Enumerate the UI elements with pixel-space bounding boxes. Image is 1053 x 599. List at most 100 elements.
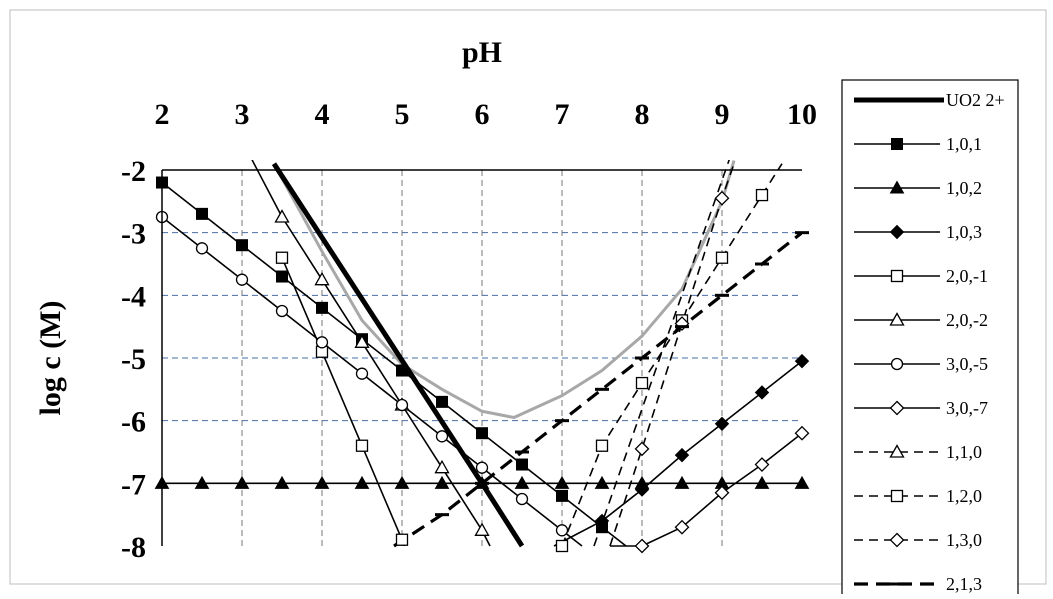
legend-marker-1-2-0: [890, 489, 904, 503]
marker-1-0-2: [754, 475, 770, 489]
x-tick-label: 4: [315, 98, 330, 131]
legend-label-1-1-0: 1,1,0: [946, 442, 982, 462]
marker-1-0-1: [316, 301, 328, 314]
series-line-1-1-0: [593, 160, 730, 547]
marker-1-0-3: [634, 482, 650, 497]
marker-3-0-5: [515, 492, 529, 506]
marker-1-0-2: [394, 475, 410, 489]
x-tick-label: 2: [155, 98, 170, 131]
y-tick-label: -3: [121, 218, 146, 251]
legend-marker-3-0-7: [889, 400, 905, 416]
marker-1-0-3: [714, 416, 730, 432]
marker-3-0-5: [195, 242, 209, 255]
marker-2-0-2: [434, 459, 450, 474]
x-tick-label: 6: [475, 98, 490, 131]
marker-3-0-7: [634, 538, 650, 554]
x-tick-label: 7: [555, 98, 570, 131]
legend-label-1-2-0: 1,2,0: [946, 486, 982, 506]
x-tick-label: 10: [787, 98, 817, 131]
marker-3-0-7: [674, 519, 690, 535]
marker-2-0-1: [395, 533, 409, 546]
marker-1-2-0: [715, 251, 729, 264]
marker-1-0-1: [276, 270, 288, 283]
x-tick-label: 5: [395, 98, 410, 131]
marker-3-0-5: [475, 461, 489, 474]
y-tick-label: -2: [121, 155, 146, 188]
legend-marker-1-0-3: [889, 224, 905, 240]
marker-1-0-3: [594, 513, 610, 529]
marker-1-2-0: [755, 188, 769, 202]
marker-3-0-5: [315, 336, 329, 349]
legend-label-1-0-1: 1,0,1: [946, 134, 982, 154]
marker-1-0-2: [794, 475, 810, 489]
marker-3-0-5: [555, 524, 569, 537]
marker-3-0-7: [794, 425, 810, 441]
y-tick-label: -8: [121, 531, 146, 564]
marker-1-0-1: [236, 239, 248, 252]
marker-1-3-0: [714, 190, 730, 206]
marker-1-2-0: [555, 539, 569, 553]
x-axis-title: pH: [462, 36, 502, 69]
y-tick-label: -5: [121, 343, 146, 376]
marker-2-0-1: [355, 439, 369, 452]
marker-1-0-2: [514, 475, 530, 489]
marker-1-3-0: [634, 441, 650, 457]
x-tick-label: 8: [635, 98, 650, 131]
legend-marker-1-3-0: [889, 532, 905, 548]
marker-1-0-2: [554, 475, 570, 489]
series-line-2-0-2: [251, 160, 491, 547]
marker-1-0-2: [674, 475, 690, 489]
marker-1-0-2: [314, 475, 330, 489]
marker-1-0-1: [436, 395, 448, 408]
marker-1-0-2: [434, 475, 450, 489]
marker-2-0-2: [274, 209, 290, 223]
marker-2-0-2: [314, 271, 330, 286]
legend-marker-2-0-2: [889, 312, 905, 326]
marker-2-0-2: [354, 334, 370, 348]
marker-2-0-1: [275, 251, 289, 264]
legend-marker-1-1-0: [889, 444, 905, 458]
marker-1-0-3: [754, 385, 770, 400]
legend-label-3-0-7: 3,0,-7: [946, 398, 988, 418]
marker-1-0-3: [794, 353, 810, 369]
marker-1-0-3: [674, 447, 690, 463]
legend-marker-1-0-1: [891, 138, 903, 150]
legend-label-2-0-2: 2,0,-2: [946, 310, 988, 330]
x-tick-label: 3: [235, 98, 250, 131]
marker-3-0-5: [235, 273, 249, 286]
series-line-envelope: [272, 160, 736, 420]
marker-1-0-1: [196, 207, 208, 220]
marker-1-0-1: [516, 458, 528, 471]
legend-label-uo2-2: UO2 2+: [946, 90, 1005, 110]
marker-1-0-2: [194, 475, 210, 489]
legend-label-2-1-3: 2,1,3: [946, 574, 982, 594]
legend-marker-1-0-2: [889, 180, 905, 194]
marker-1-0-2: [274, 475, 290, 489]
marker-1-0-1: [476, 427, 488, 440]
x-tick-label: 9: [715, 98, 730, 131]
series-line-3-0-5: [162, 216, 583, 547]
marker-2-0-2: [474, 522, 490, 536]
marker-1-2-0: [595, 439, 609, 452]
marker-1-2-0: [635, 376, 649, 390]
legend-marker-2-0-1: [890, 269, 904, 283]
series-line-2-1-3: [393, 231, 802, 548]
legend: UO2 2+ 1,0,1 1,0,2 1,0,3 2,0,-1 2,0,-2 3,0,-5 3…: [841, 79, 1019, 599]
y-tick-label: -4: [121, 280, 146, 313]
legend-box: [841, 79, 1019, 599]
marker-1-0-1: [556, 489, 568, 502]
legend-label-3-0-5: 3,0,-5: [946, 354, 988, 374]
marker-3-0-5: [395, 398, 409, 412]
legend-marker-3-0-5: [890, 357, 904, 371]
marker-1-0-1: [396, 364, 408, 377]
marker-3-0-7: [714, 485, 730, 501]
axes: 2 3 4 5 6 7 8 9 10 -2 -3 -4 -5 -6 -7 -8: [121, 98, 817, 564]
legend-label-1-0-3: 1,0,3: [946, 222, 982, 242]
marker-3-0-5: [275, 304, 289, 318]
y-tick-label: -6: [121, 406, 146, 439]
y-tick-label: -7: [121, 468, 146, 501]
legend-label-2-0-1: 2,0,-1: [946, 266, 988, 286]
marker-3-0-7: [754, 457, 770, 472]
